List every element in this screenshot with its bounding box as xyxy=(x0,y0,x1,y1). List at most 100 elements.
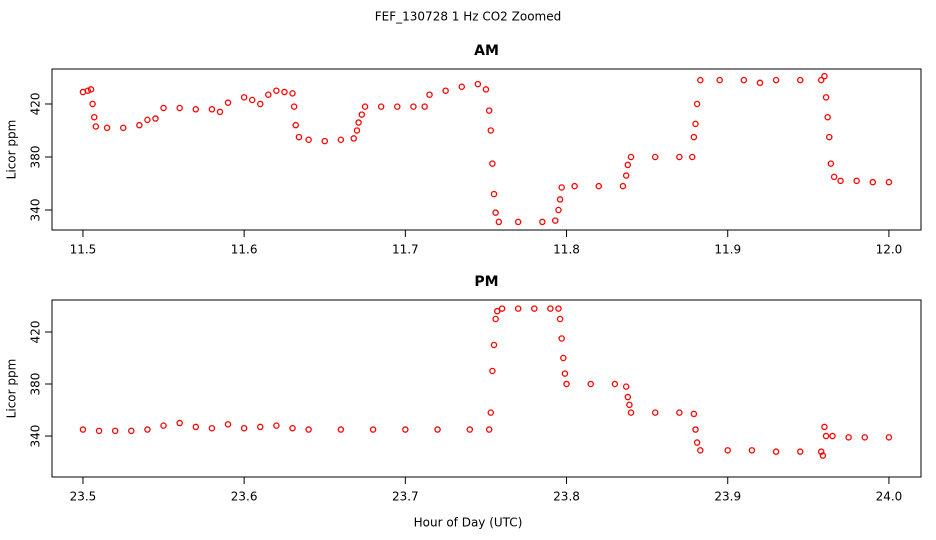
data-point xyxy=(337,136,345,144)
data-point xyxy=(797,448,804,455)
data-point xyxy=(885,434,893,441)
data-point xyxy=(489,367,496,375)
data-point xyxy=(208,424,216,432)
data-point xyxy=(826,133,833,141)
data-point xyxy=(724,447,731,454)
x-tick-label: 23.6 xyxy=(231,490,258,504)
x-tick-label: 23.7 xyxy=(392,490,419,504)
data-point xyxy=(192,423,200,431)
x-tick-label: 23.8 xyxy=(553,490,580,504)
panel-title: PM xyxy=(474,274,498,290)
data-point xyxy=(824,113,831,121)
plot-frame xyxy=(51,68,922,231)
data-point xyxy=(434,426,441,433)
data-point xyxy=(740,76,748,84)
data-point xyxy=(490,341,498,349)
data-point xyxy=(257,423,264,431)
data-point xyxy=(361,103,369,110)
data-point xyxy=(626,401,633,409)
data-point xyxy=(290,103,298,110)
data-point xyxy=(622,383,630,390)
data-point xyxy=(627,409,635,416)
data-point xyxy=(248,96,256,104)
data-point xyxy=(489,160,496,167)
data-point xyxy=(821,72,828,80)
data-point xyxy=(690,133,698,141)
data-point xyxy=(176,104,183,112)
data-point xyxy=(869,178,877,186)
data-point xyxy=(561,370,569,377)
data-point xyxy=(136,121,143,129)
data-point xyxy=(240,94,248,101)
data-point xyxy=(837,177,844,185)
data-point xyxy=(558,184,565,191)
data-point xyxy=(490,190,498,198)
data-point xyxy=(651,409,659,416)
y-tick-label: 420 xyxy=(29,321,43,344)
data-point xyxy=(493,307,501,315)
data-point xyxy=(772,448,780,455)
x-tick-label: 23.9 xyxy=(714,490,741,504)
data-point xyxy=(337,426,345,433)
data-point xyxy=(377,103,385,110)
data-point xyxy=(651,153,659,161)
data-point xyxy=(369,426,377,433)
data-point xyxy=(571,182,578,190)
data-point xyxy=(817,76,825,84)
data-point xyxy=(514,305,522,312)
data-point xyxy=(547,305,554,312)
data-point xyxy=(822,432,830,440)
data-point xyxy=(273,422,280,429)
panel-title: AM xyxy=(474,43,499,59)
data-point xyxy=(563,380,570,388)
data-point xyxy=(692,120,699,128)
data-point xyxy=(556,315,564,323)
data-point xyxy=(355,119,362,126)
x-tick-label: 23.5 xyxy=(70,490,97,504)
data-point xyxy=(560,354,567,362)
data-point xyxy=(689,153,696,161)
data-point xyxy=(692,426,699,433)
data-point xyxy=(321,137,328,145)
y-tick-label: 380 xyxy=(29,373,43,396)
data-point xyxy=(92,123,100,130)
data-point xyxy=(853,177,860,185)
data-point xyxy=(619,182,627,190)
data-point xyxy=(208,106,216,113)
data-point xyxy=(353,127,361,134)
data-point xyxy=(627,153,635,161)
data-point xyxy=(79,426,87,433)
y-axis-label: Licor ppm xyxy=(5,120,19,180)
data-point xyxy=(693,439,701,446)
y-tick-label: 380 xyxy=(29,146,43,169)
y-tick-label: 340 xyxy=(29,425,43,448)
data-point xyxy=(224,421,232,428)
data-point xyxy=(492,209,499,216)
data-point xyxy=(176,419,183,427)
data-point xyxy=(693,100,701,108)
data-point xyxy=(192,106,200,113)
x-tick-label: 11.9 xyxy=(714,243,741,257)
data-point xyxy=(611,380,619,388)
data-point xyxy=(485,426,493,433)
data-point xyxy=(442,87,449,94)
y-axis-label: Licor ppm xyxy=(5,359,19,419)
data-point xyxy=(95,427,103,435)
data-point xyxy=(514,218,522,226)
data-point xyxy=(485,107,493,114)
data-point xyxy=(89,100,96,108)
y-tick-label: 420 xyxy=(29,93,43,116)
data-point xyxy=(160,104,167,112)
data-point xyxy=(84,87,92,94)
data-point xyxy=(697,76,704,84)
data-point xyxy=(394,103,401,110)
data-point xyxy=(265,91,272,98)
data-point xyxy=(756,79,764,87)
data-point xyxy=(295,133,303,141)
data-point xyxy=(676,153,683,161)
data-point xyxy=(772,76,780,84)
data-point xyxy=(690,410,698,418)
data-point xyxy=(289,90,296,97)
data-point xyxy=(539,218,546,226)
